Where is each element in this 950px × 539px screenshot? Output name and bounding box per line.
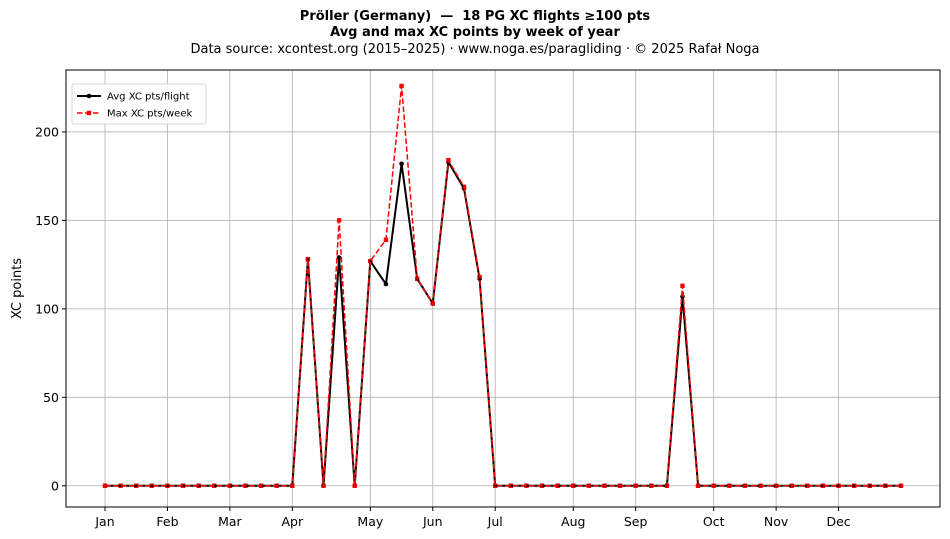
y-tick-label: 200	[35, 124, 59, 139]
x-tick-label: Oct	[703, 514, 725, 529]
y-tick-label: 50	[43, 390, 59, 405]
y-tick-label: 0	[51, 478, 59, 493]
legend-swatch-marker	[86, 110, 92, 116]
x-tick-label: Feb	[156, 514, 178, 529]
y-tick-label: 150	[35, 213, 59, 228]
x-tick-label: Apr	[281, 514, 303, 529]
chart-header: Pröller (Germany) — 18 PG XC flights ≥10…	[0, 9, 950, 59]
legend-box	[71, 83, 207, 125]
x-tick-label: Nov	[764, 514, 789, 529]
legend: Avg XC pts/flight Max XC pts/week	[71, 83, 207, 125]
x-tick-label: Sep	[624, 514, 648, 529]
legend-label: Avg XC pts/flight	[107, 92, 190, 103]
chart-subtitle: Avg and max XC points by week of year	[330, 25, 620, 40]
series-line-max	[105, 85, 901, 487]
plot-frame	[65, 69, 941, 508]
grid-lines	[66, 70, 940, 507]
x-tick-label: Aug	[561, 514, 585, 529]
x-tick-label: Jan	[94, 514, 114, 529]
legend-swatch-marker	[86, 93, 92, 99]
y-axis-label: XC points	[10, 258, 25, 319]
series-line-avg	[105, 161, 901, 487]
x-tick-label: Dec	[826, 514, 850, 529]
x-tick-label: May	[357, 514, 383, 529]
x-tick-label: Jul	[487, 514, 503, 529]
x-tick-label: Mar	[218, 514, 242, 529]
data-markers	[102, 83, 904, 489]
chart-source-note: Data source: xcontest.org (2015–2025) · …	[190, 42, 760, 57]
x-tick-label: Jun	[422, 514, 443, 529]
legend-label: Max XC pts/week	[107, 109, 192, 120]
chart-title: Pröller (Germany) — 18 PG XC flights ≥10…	[299, 9, 651, 24]
y-tick-label: 100	[35, 301, 59, 316]
